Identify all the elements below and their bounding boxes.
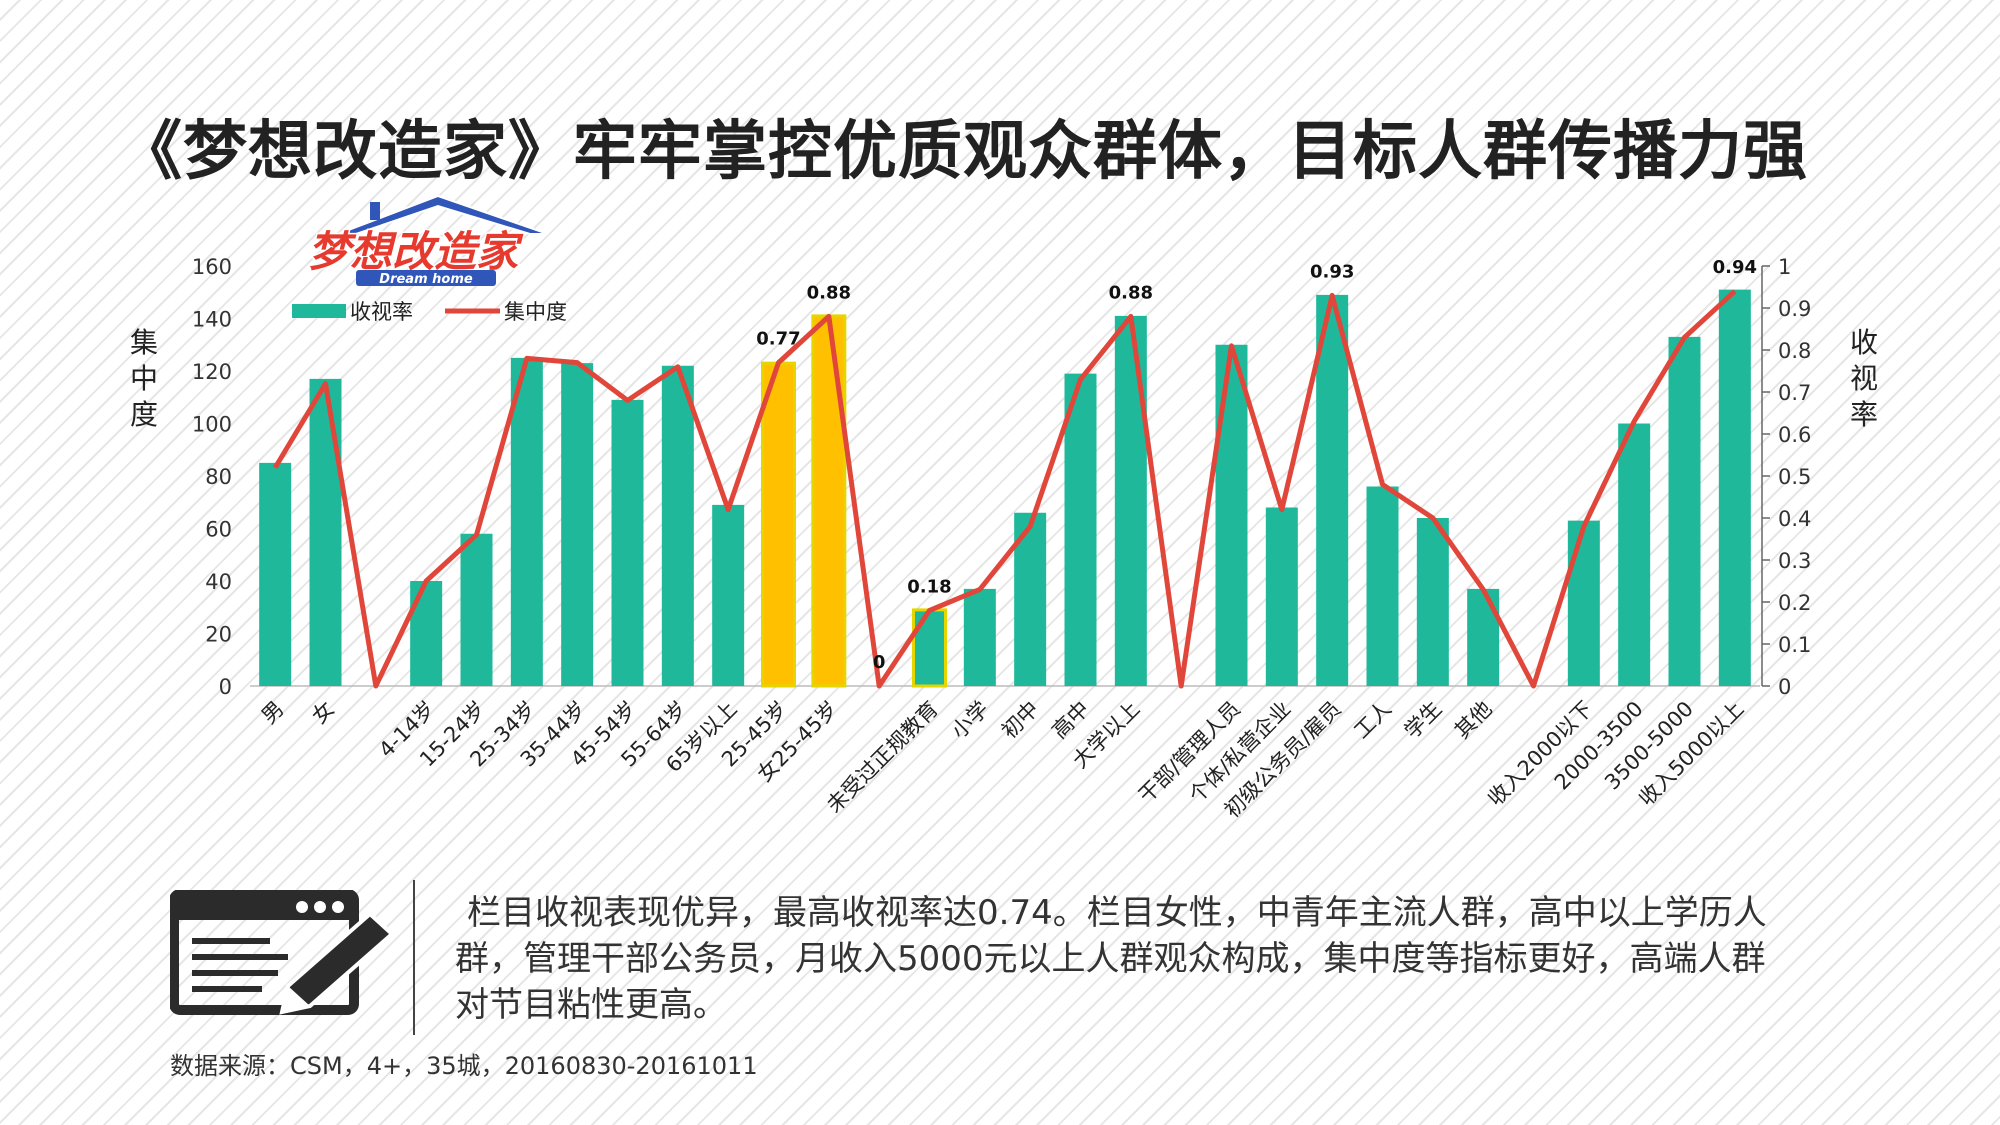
right-axis-title: 收视率 (1850, 326, 1878, 431)
left-axis-ticks: 0 20 40 60 80 100 120 140 160 (192, 255, 232, 699)
document-pen-icon (170, 890, 396, 1015)
logo-main-text: 梦想改造家 (308, 227, 524, 276)
bar (761, 361, 796, 688)
bar (712, 504, 745, 686)
summary-divider (413, 880, 415, 1035)
data-label: 0.18 (907, 576, 951, 597)
page-title: 《梦想改造家》牢牢掌控优质观众群体，目标人群传播力强 (118, 115, 1808, 189)
left-tick-label: 40 (205, 570, 232, 594)
bar (259, 462, 292, 686)
bar (1265, 507, 1298, 686)
category-label: 其他 (1450, 697, 1497, 744)
right-tick-label: 0.3 (1778, 549, 1811, 573)
right-tick-label: 0.6 (1778, 423, 1811, 447)
bar (912, 608, 947, 688)
left-tick-label: 80 (205, 465, 232, 489)
data-label: 0.88 (1109, 282, 1153, 303)
bar (1215, 344, 1248, 686)
bar (1416, 518, 1449, 686)
bar (460, 533, 493, 686)
data-label: 0.93 (1310, 261, 1354, 282)
category-label: 初中 (997, 697, 1044, 744)
bar (1114, 315, 1147, 686)
bar (963, 588, 996, 686)
bar (510, 357, 543, 686)
bar (309, 378, 342, 686)
left-axis-title-char: 度 (130, 398, 158, 431)
left-tick-label: 160 (192, 255, 232, 279)
summary-section: 栏目收视表现优异，最高收视率达0.74。栏目女性，中青年主流人群，高中以上学历人… (170, 880, 1810, 1050)
left-axis-title-char: 中 (130, 362, 158, 395)
bar (1366, 486, 1399, 686)
right-tick-label: 0 (1778, 675, 1791, 699)
right-axis-title-char: 率 (1850, 398, 1878, 431)
right-tick-label: 0.9 (1778, 297, 1811, 321)
data-label: 0 (873, 652, 886, 673)
logo-sub-text: Dream home (379, 272, 473, 287)
bar (1668, 336, 1701, 686)
right-tick-label: 0.1 (1778, 633, 1811, 657)
right-tick-label: 1 (1778, 255, 1791, 279)
right-tick-label: 0.4 (1778, 507, 1811, 531)
data-label: 0.94 (1713, 257, 1757, 278)
bar (611, 399, 644, 686)
legend-label-bar: 收视率 (350, 300, 413, 324)
data-label: 0.88 (807, 282, 851, 303)
bar (1316, 294, 1349, 686)
category-label: 男 (257, 697, 289, 729)
bar (410, 581, 443, 686)
right-tick-label: 0.7 (1778, 381, 1811, 405)
bar (1467, 588, 1500, 686)
left-tick-label: 140 (192, 308, 232, 332)
show-logo: 梦想改造家 Dream home (298, 192, 578, 288)
category-label: 小学 (947, 697, 994, 744)
bar-series (259, 289, 1751, 688)
right-tick-label: 0.2 (1778, 591, 1811, 615)
left-tick-label: 120 (192, 360, 232, 384)
right-tick-label: 0.5 (1778, 465, 1811, 489)
source-note: 数据来源：CSM，4+，35城，20160830-20161011 (170, 1052, 758, 1080)
category-labels: 男女 4-14岁15-24岁25-34岁35-44岁45-54岁55-64岁65岁… (257, 697, 1748, 823)
bar (1718, 289, 1751, 686)
legend-swatch-bar (292, 304, 346, 318)
right-axis-title-char: 收 (1850, 326, 1878, 359)
summary-text: 栏目收视表现优异，最高收视率达0.74。栏目女性，中青年主流人群，高中以上学历人… (455, 893, 1767, 1025)
data-label: 0.77 (756, 329, 800, 350)
bar (1064, 373, 1097, 686)
bar (1567, 520, 1600, 686)
right-axis-title-char: 视 (1850, 362, 1878, 395)
right-axis-ticks: 0 0.1 0.2 0.3 0.4 0.5 0.6 0.7 0.8 0.9 1 (1762, 255, 1811, 699)
legend-label-line: 集中度 (504, 300, 567, 324)
category-label: 学生 (1400, 697, 1447, 744)
category-label: 女 (307, 697, 339, 729)
right-tick-label: 0.8 (1778, 339, 1811, 363)
bar (561, 363, 594, 686)
bar (661, 365, 694, 686)
line-series (273, 289, 1737, 689)
legend: 收视率 集中度 (292, 300, 567, 324)
data-labels: 0.77 0.88 0 0.18 0.88 0.93 0.94 (756, 257, 1757, 673)
left-tick-label: 60 (205, 518, 232, 542)
left-axis-title-char: 集 (130, 326, 158, 359)
left-tick-label: 20 (205, 623, 232, 647)
bar (811, 314, 847, 688)
chart: 集中度 收视率 0 20 40 60 80 100 120 140 160 0 0.1 0.2 0.3… (130, 255, 1878, 823)
left-axis-title: 集中度 (130, 326, 158, 431)
logo-graphic: 梦想改造家 Dream home (307, 194, 549, 287)
bar (1618, 423, 1651, 686)
left-tick-label: 100 (192, 413, 232, 437)
category-label: 工人 (1349, 697, 1396, 744)
left-tick-label: 0 (219, 675, 232, 699)
